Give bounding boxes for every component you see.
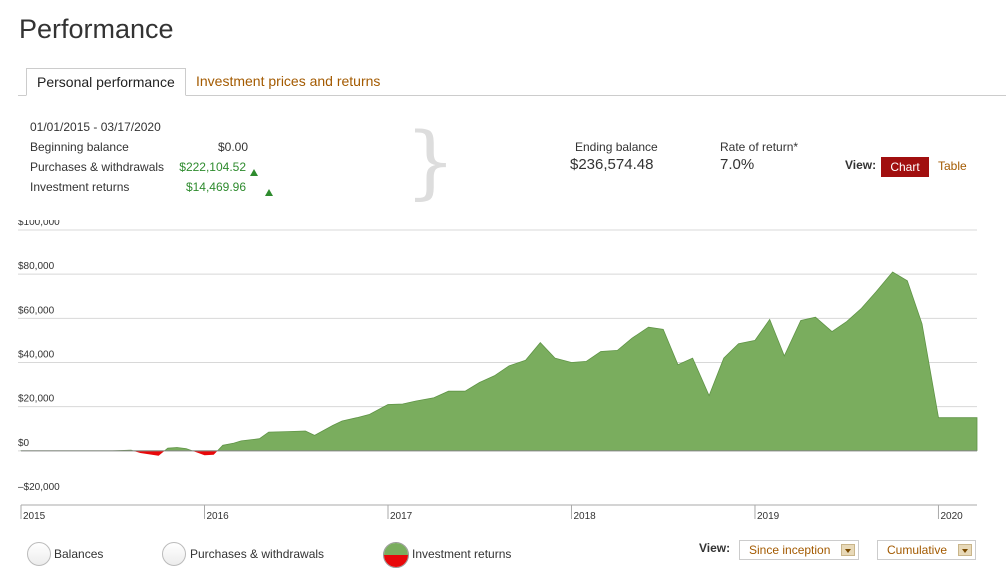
x-tick-label: 2018 <box>573 511 596 522</box>
range-select[interactable]: Since inception <box>739 540 859 560</box>
investment-returns-label: Investment returns <box>30 180 130 194</box>
balances-radio[interactable] <box>27 542 51 566</box>
rate-of-return-label: Rate of return* <box>720 140 799 154</box>
y-tick-label: $100,000 <box>18 220 60 228</box>
mode-select-value: Cumulative <box>887 543 948 557</box>
purchases-withdrawals-radio[interactable] <box>162 542 186 566</box>
y-tick-label: $40,000 <box>18 350 55 361</box>
page-title: Performance <box>19 14 174 44</box>
x-tick-label: 2017 <box>390 511 413 522</box>
purchases-withdrawals-value: $222,104.52 <box>179 160 246 174</box>
brace-icon: } <box>405 115 456 208</box>
legend-purchases-withdrawals-label[interactable]: Purchases & withdrawals <box>190 547 325 561</box>
x-tick-label: 2016 <box>206 511 229 522</box>
x-tick-label: 2019 <box>757 511 780 522</box>
x-tick-label: 2015 <box>23 511 46 522</box>
legend-investment-returns-label[interactable]: Investment returns <box>412 547 512 561</box>
legend-balances-label[interactable]: Balances <box>54 547 104 561</box>
tabs-divider <box>18 95 1006 96</box>
chevron-down-icon <box>958 544 972 556</box>
range-select-value: Since inception <box>749 543 831 557</box>
date-range: 01/01/2015 - 03/17/2020 <box>30 120 161 134</box>
x-tick-label: 2020 <box>940 511 963 522</box>
performance-chart: $100,000 $80,000 $60,000 $40,000 $20,000 $0 –$… <box>18 220 978 522</box>
beginning-balance-label: Beginning balance <box>30 140 129 154</box>
chart-area-negative <box>133 450 218 456</box>
chart-area-positive <box>20 271 978 451</box>
mode-select[interactable]: Cumulative <box>877 540 976 560</box>
chart-view-button[interactable]: Chart <box>881 157 929 177</box>
view-label: View: <box>845 158 877 172</box>
investment-returns-radio-icon[interactable] <box>383 542 409 568</box>
ending-balance-value: $236,574.48 <box>570 156 654 173</box>
y-tick-label: $60,000 <box>18 305 55 316</box>
chevron-down-icon <box>841 544 855 556</box>
table-view-link[interactable]: Table <box>938 159 967 173</box>
y-tick-label: $80,000 <box>18 261 55 272</box>
y-tick-label: –$20,000 <box>18 482 60 493</box>
beginning-balance-value: $0.00 <box>217 140 248 154</box>
investment-returns-value: $14,469.96 <box>185 180 246 194</box>
up-arrow-icon <box>250 169 258 176</box>
rate-of-return-value: 7.0% <box>720 156 755 173</box>
y-tick-label: $20,000 <box>18 394 55 405</box>
tab-personal-performance[interactable]: Personal performance <box>26 68 186 96</box>
y-tick-label: $0 <box>18 438 30 449</box>
up-arrow-icon <box>265 189 274 196</box>
purchases-withdrawals-label: Purchases & withdrawals <box>30 160 165 174</box>
tab-investment-prices[interactable]: Investment prices and returns <box>196 73 381 89</box>
ending-balance-label: Ending balance <box>575 140 658 154</box>
bottom-view-label: View: <box>699 541 731 555</box>
